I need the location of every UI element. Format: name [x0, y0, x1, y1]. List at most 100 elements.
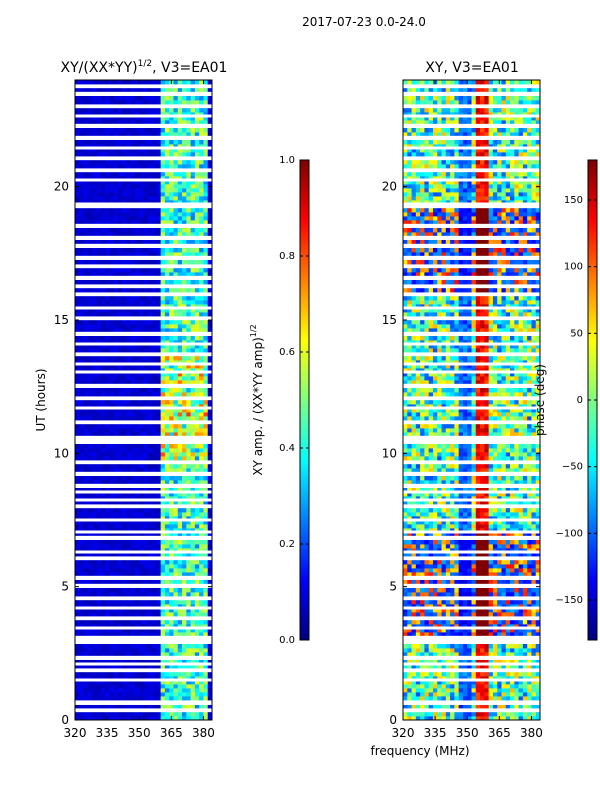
heatmap-cell [169, 392, 174, 397]
heatmap-cell [190, 692, 196, 697]
heatmap-cell [143, 80, 149, 85]
heatmap-cell [139, 96, 144, 101]
heatmap-cell [173, 428, 179, 433]
heatmap-cell [415, 672, 421, 677]
heatmap-cell [445, 592, 451, 597]
heatmap-cell [182, 692, 187, 697]
heatmap-cell [152, 448, 157, 453]
heatmap-cell [152, 228, 157, 233]
heatmap-cell [177, 448, 183, 453]
heatmap-cell [420, 548, 425, 553]
heatmap-cell [122, 176, 127, 181]
heatmap-cell [186, 428, 191, 433]
heatmap-cell [190, 496, 196, 501]
heatmap-cell [441, 660, 447, 665]
heatmap-cell [152, 568, 157, 573]
heatmap-cell [535, 548, 541, 553]
heatmap-cell [143, 392, 149, 397]
heatmap-cell [83, 628, 89, 633]
heatmap-cell [527, 688, 532, 693]
heatmap-cell [109, 496, 114, 501]
heatmap-cell [75, 676, 80, 681]
heatmap-cell [156, 272, 162, 277]
heatmap-cell [169, 404, 174, 409]
heatmap-cell [75, 680, 80, 685]
heatmap-cell [501, 672, 507, 677]
heatmap-cell [203, 304, 209, 309]
heatmap-cell [160, 448, 166, 453]
heatmap-cell [117, 360, 123, 365]
heatmap-cell [156, 324, 162, 329]
heatmap-cell [428, 568, 434, 573]
heatmap-cell [169, 300, 174, 305]
heatmap-cell [152, 428, 157, 433]
heatmap-cell [441, 600, 447, 605]
heatmap-cell [173, 164, 179, 169]
heatmap-cell [173, 272, 179, 277]
heatmap-cell [139, 648, 144, 653]
heatmap-cell [117, 188, 123, 193]
heatmap-cell [194, 404, 200, 409]
heatmap-cell [467, 624, 472, 629]
heatmap-cell [83, 288, 89, 293]
heatmap-cell [164, 176, 170, 181]
heatmap-cell [130, 712, 136, 717]
heatmap-cell [147, 528, 153, 533]
heatmap-cell [190, 672, 196, 677]
heatmap-cell [169, 152, 174, 157]
heatmap-cell [87, 696, 93, 701]
heatmap-cell [152, 392, 157, 397]
heatmap-cell [117, 580, 123, 585]
heatmap-cell [126, 612, 132, 617]
heatmap-cell [104, 220, 110, 225]
heatmap-cell [199, 380, 204, 385]
heatmap-cell [143, 468, 149, 473]
heatmap-cell [113, 144, 119, 149]
heatmap-cell [441, 624, 447, 629]
heatmap-cell [117, 688, 123, 693]
heatmap-cell [83, 200, 89, 205]
heatmap-cell [75, 320, 80, 325]
heatmap-cell [147, 216, 153, 221]
heatmap-cell [194, 572, 200, 577]
heatmap-cell [407, 572, 412, 577]
heatmap-cell [117, 184, 123, 189]
heatmap-cell [194, 408, 200, 413]
heatmap-cell [207, 512, 213, 517]
heatmap-cell [164, 364, 170, 369]
data-gap-line [75, 265, 212, 269]
heatmap-cell [130, 172, 136, 177]
heatmap-cell [522, 628, 528, 633]
heatmap-cell [160, 188, 166, 193]
heatmap-cell [117, 408, 123, 413]
heatmap-cell [160, 108, 166, 113]
heatmap-cell [501, 620, 507, 625]
heatmap-cell [510, 628, 515, 633]
heatmap-cell [113, 696, 119, 701]
heatmap-cell [152, 676, 157, 681]
heatmap-cell [156, 680, 162, 685]
heatmap-cell [164, 652, 170, 657]
heatmap-cell [207, 516, 213, 521]
heatmap-cell [169, 424, 174, 429]
heatmap-cell [92, 492, 97, 497]
heatmap-cell [182, 432, 187, 437]
heatmap-cell [173, 676, 179, 681]
heatmap-cell [134, 516, 140, 521]
heatmap-cell [441, 604, 447, 609]
heatmap-cell [203, 664, 209, 669]
heatmap-cell [510, 648, 515, 653]
heatmap-cell [160, 652, 166, 657]
heatmap-cell [139, 532, 144, 537]
heatmap-cell [104, 628, 110, 633]
heatmap-cell [79, 340, 84, 345]
heatmap-cell [147, 304, 153, 309]
heatmap-cell [147, 520, 153, 525]
heatmap-cell [75, 588, 80, 593]
heatmap-cell [113, 608, 119, 613]
heatmap-cell [92, 476, 97, 481]
heatmap-cell [143, 208, 149, 213]
heatmap-cell [79, 684, 84, 689]
heatmap-cell [407, 664, 412, 669]
heatmap-cell [445, 704, 451, 709]
